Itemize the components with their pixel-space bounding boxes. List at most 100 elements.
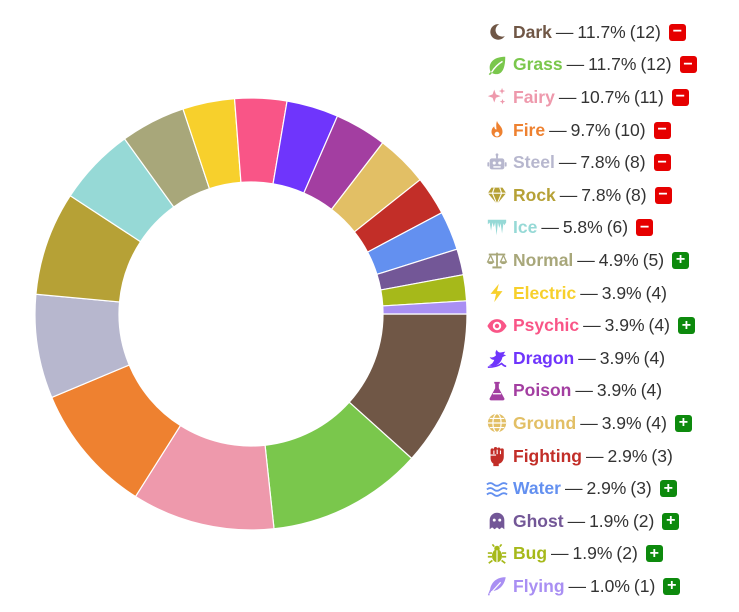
legend-separator: — <box>575 380 593 401</box>
plus-icon[interactable]: + <box>659 480 677 498</box>
legend-count: (4) <box>640 380 663 401</box>
legend-item-steel[interactable]: Steel —7.8% (8) − <box>485 146 735 179</box>
minus-icon[interactable]: − <box>653 154 671 172</box>
legend-count: (8) <box>624 152 646 173</box>
legend-percent: 5.8% <box>562 217 603 238</box>
legend-item-fairy[interactable]: Fairy —10.7% (11) − <box>485 81 735 114</box>
legend-item-fighting[interactable]: Fighting —2.9% (3) <box>485 440 735 473</box>
legend-count: (10) <box>614 119 646 140</box>
legend-percent: 7.8% <box>580 152 621 173</box>
plus-icon[interactable]: + <box>662 512 680 530</box>
legend-percent: 2.9% <box>607 445 648 466</box>
donut-slice-flying[interactable] <box>382 300 468 315</box>
legend-count: (1) <box>633 575 656 596</box>
legend-item-bug[interactable]: Bug —1.9% (2) + <box>485 538 735 571</box>
legend-separator: — <box>555 21 574 42</box>
legend-item-water[interactable]: Water —2.9% (3) + <box>485 472 735 505</box>
legend-count: (4) <box>643 347 666 368</box>
legend-item-fire[interactable]: Fire —9.7% (10) − <box>485 114 735 147</box>
legend-item-ground[interactable]: Ground —3.9% (4) + <box>485 407 735 440</box>
legend-item-flying[interactable]: Flying —1.0% (1) + <box>485 570 735 603</box>
legend-item-normal[interactable]: Normal —4.9% (5) + <box>485 244 735 277</box>
legend-count: (8) <box>625 184 647 205</box>
sparkles-icon <box>485 85 509 109</box>
scales-icon <box>485 248 509 272</box>
dragon-icon <box>485 346 509 370</box>
minus-icon[interactable]: − <box>636 219 654 237</box>
legend-separator: — <box>577 249 595 270</box>
chart-legend: Dark —11.7% (12) − Grass —11.7% (12) − Fairy —10.… <box>485 16 735 603</box>
legend-item-rock[interactable]: Rock —7.8% (8) − <box>485 179 735 212</box>
feather-icon <box>485 574 509 598</box>
plus-icon[interactable]: + <box>674 414 692 432</box>
legend-percent: 3.9% <box>604 315 645 336</box>
legend-label: Steel <box>513 152 555 173</box>
legend-item-dark[interactable]: Dark —11.7% (12) − <box>485 16 735 49</box>
legend-separator: — <box>578 347 596 368</box>
lightning-icon <box>485 281 509 305</box>
legend-count: (11) <box>633 86 664 107</box>
minus-icon[interactable]: − <box>654 186 672 204</box>
legend-separator: — <box>568 575 587 596</box>
legend-count: (2) <box>632 510 655 531</box>
legend-label: Flying <box>513 575 565 596</box>
legend-item-dragon[interactable]: Dragon —3.9% (4) <box>485 342 735 375</box>
globe-icon <box>485 411 509 435</box>
robot-icon <box>485 151 509 175</box>
legend-separator: — <box>551 543 569 564</box>
legend-separator: — <box>564 478 583 499</box>
legend-separator: — <box>566 54 585 75</box>
plus-icon[interactable]: + <box>663 577 681 595</box>
flask-icon <box>485 379 509 403</box>
legend-count: (4) <box>645 412 667 433</box>
legend-count: (2) <box>616 543 638 564</box>
plus-icon[interactable]: + <box>672 251 690 269</box>
gem-icon <box>485 183 509 207</box>
legend-label: Poison <box>513 380 572 401</box>
legend-percent: 1.9% <box>589 510 629 531</box>
legend-count: (4) <box>645 282 668 303</box>
minus-icon[interactable]: − <box>679 56 697 74</box>
legend-label: Normal <box>513 249 574 270</box>
legend-percent: 9.7% <box>570 119 611 140</box>
plus-icon[interactable]: + <box>645 545 663 563</box>
minus-icon[interactable]: − <box>653 121 671 139</box>
legend-label: Water <box>513 478 561 499</box>
legend-label: Fairy <box>513 86 555 107</box>
legend-item-electric[interactable]: Electric —3.9% (4) <box>485 277 735 310</box>
legend-item-poison[interactable]: Poison —3.9% (4) <box>485 375 735 408</box>
legend-label: Rock <box>513 184 556 205</box>
legend-item-grass[interactable]: Grass —11.7% (12) − <box>485 49 735 82</box>
fist-icon <box>485 444 509 468</box>
legend-label: Dragon <box>513 347 575 368</box>
legend-label: Electric <box>513 282 577 303</box>
legend-label: Psychic <box>513 315 580 336</box>
legend-count: (3) <box>651 445 673 466</box>
legend-percent: 3.9% <box>599 347 640 368</box>
minus-icon[interactable]: − <box>671 88 689 106</box>
icicles-icon <box>485 216 509 240</box>
legend-label: Ghost <box>513 510 564 531</box>
eye-icon <box>485 314 509 338</box>
legend-item-ice[interactable]: Ice —5.8% (6) − <box>485 212 735 245</box>
legend-label: Ice <box>513 217 538 238</box>
waves-icon <box>485 477 509 501</box>
legend-separator: — <box>580 282 598 303</box>
legend-percent: 3.9% <box>601 282 642 303</box>
legend-item-psychic[interactable]: Psychic —3.9% (4) + <box>485 309 735 342</box>
legend-separator: — <box>559 184 578 205</box>
legend-count: (12) <box>629 21 661 42</box>
plus-icon[interactable]: + <box>677 317 695 335</box>
legend-percent: 7.8% <box>581 184 622 205</box>
legend-item-ghost[interactable]: Ghost —1.9% (2) + <box>485 505 735 538</box>
legend-count: (6) <box>606 217 629 238</box>
legend-separator: — <box>580 412 598 433</box>
minus-icon[interactable]: − <box>668 23 686 41</box>
donut-chart <box>34 97 468 531</box>
leaf-icon <box>485 53 509 77</box>
legend-percent: 10.7% <box>580 86 630 107</box>
legend-label: Bug <box>513 543 548 564</box>
legend-percent: 11.7% <box>577 21 626 42</box>
legend-count: (4) <box>648 315 670 336</box>
legend-separator: — <box>549 119 567 140</box>
